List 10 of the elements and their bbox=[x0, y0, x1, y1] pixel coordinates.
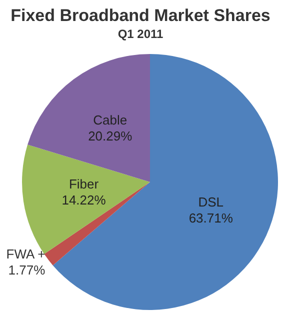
data-label: 63.71% bbox=[188, 210, 234, 226]
data-label: 14.22% bbox=[62, 192, 106, 208]
chart-subtitle: Q1 2011 bbox=[118, 27, 164, 41]
slice-label: FWA + bbox=[6, 246, 46, 262]
data-label: 1.77% bbox=[8, 262, 46, 278]
slice-label: Cable bbox=[93, 112, 128, 128]
slice-label: Fiber bbox=[68, 176, 100, 192]
data-label: 20.29% bbox=[88, 128, 133, 144]
chart-title: Fixed Broadband Market Shares bbox=[10, 6, 270, 25]
slice-label: DSL bbox=[198, 194, 224, 210]
